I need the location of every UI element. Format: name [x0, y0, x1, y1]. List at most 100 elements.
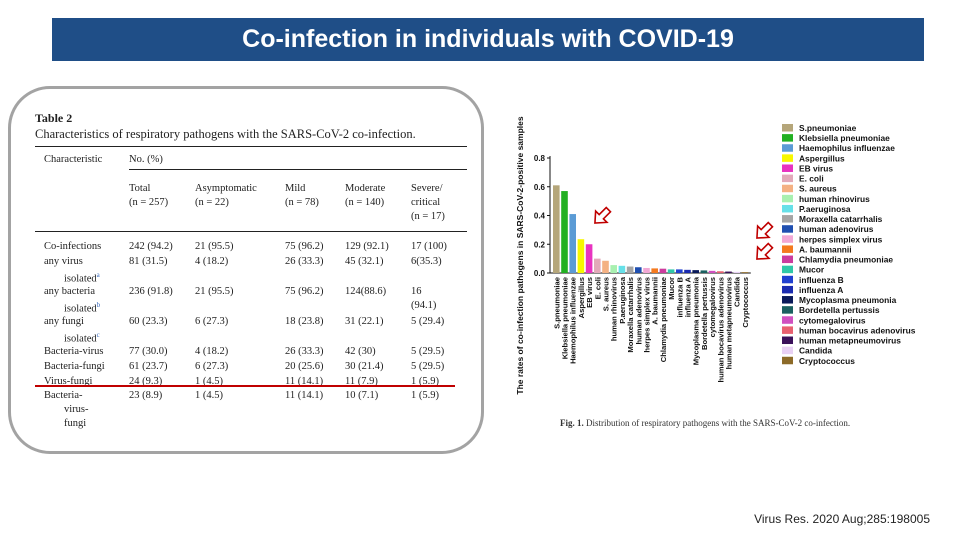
arrow-icon-shape: [756, 221, 774, 239]
header-sub-rule: [129, 169, 467, 170]
bar: [667, 269, 675, 273]
column-header-5-line2: critical: [411, 197, 441, 208]
legend-swatch: [782, 336, 793, 345]
legend-label: human metapneumovirus: [799, 336, 901, 346]
table-cell: 21 (95.5): [195, 241, 234, 252]
legend-label: EB virus: [799, 163, 833, 173]
table-cell: 242 (94.2): [129, 241, 173, 252]
legend-swatch: [782, 346, 793, 355]
bar: [553, 185, 560, 273]
legend-label: E. coli: [799, 174, 824, 184]
x-category-label: Haemophilus influenzae: [569, 277, 578, 364]
bar: [594, 258, 601, 273]
legend-swatch: [782, 296, 793, 304]
bar: [577, 239, 585, 273]
table-cell: 16: [411, 286, 422, 297]
table-cell: 11 (14.1): [285, 376, 324, 387]
legend-swatch: [782, 326, 793, 334]
legend-swatch: [782, 194, 793, 203]
bar: [700, 270, 708, 273]
legend-label: Haemophilus influenzae: [799, 143, 895, 153]
footnote-marker: a: [96, 271, 100, 279]
legend-swatch: [782, 285, 793, 294]
table-cell: 30 (21.4): [345, 361, 384, 372]
table-cell: 20 (25.6): [285, 361, 324, 372]
legend-swatch: [782, 356, 793, 365]
legend-swatch: [782, 265, 793, 274]
legend-label: Cryptococcus: [799, 356, 855, 366]
legend-swatch: [782, 144, 793, 152]
table-caption: Characteristics of respiratory pathogens…: [35, 127, 416, 141]
bar: [692, 270, 699, 273]
header-characteristic: Characteristic: [44, 154, 103, 165]
bar: [610, 265, 617, 273]
slide-title: Co-infection in individuals with COVID-1…: [52, 18, 924, 61]
legend-label: A. baumannii: [799, 244, 852, 254]
table-cell: 81 (31.5): [129, 256, 168, 267]
table-cell: 10 (7.1): [345, 390, 379, 401]
footnote-marker: c: [96, 331, 100, 339]
column-header-2-line1: Asymptomatic: [195, 183, 257, 194]
table-cell: 4 (18.2): [195, 346, 229, 357]
figure-caption: Fig. 1. Distribution of respiratory path…: [560, 418, 850, 428]
y-tick-label: 0.2: [534, 240, 546, 249]
bar: [717, 271, 724, 273]
arrow-icon-shape: [756, 242, 774, 260]
x-category-label: P.aeruginosa: [618, 276, 627, 323]
bar: [561, 191, 568, 273]
table-cell: 21 (95.5): [195, 286, 234, 297]
row-label: Bacteria-virus: [44, 346, 104, 357]
row-label: Bacteria-: [44, 390, 83, 401]
bar: [585, 244, 593, 273]
x-category-label: human rhinovirus: [610, 277, 619, 341]
legend-swatch: [782, 134, 793, 142]
legend-label: Mucor: [799, 265, 825, 275]
x-category-label: Aspergillus: [577, 277, 586, 318]
table-cell: 45 (32.1): [345, 256, 384, 267]
column-header-1-line2: (n = 257): [129, 197, 169, 208]
x-category-label: S. aureus: [602, 277, 611, 311]
legend-swatch: [782, 215, 793, 223]
x-category-label: E. coli: [593, 277, 602, 299]
table-cell: 5 (29.5): [411, 346, 445, 357]
x-category-label: Bordetella pertussis: [700, 277, 709, 350]
table-cell: 26 (33.3): [285, 256, 324, 267]
table-cell: 75 (96.2): [285, 286, 324, 297]
arrow-icon: [594, 206, 612, 224]
x-category-label: cytomegalovirus: [708, 277, 717, 337]
row-label-cont-text: isolated: [64, 303, 97, 315]
legend-label: cytomegalovirus: [799, 315, 866, 325]
arrow-icon-shape: [594, 206, 612, 224]
table-cell: 23 (8.9): [129, 390, 163, 401]
y-tick-label: 0.6: [534, 183, 546, 192]
x-category-label: Cryptococcus: [741, 277, 750, 328]
bar: [725, 271, 732, 273]
row-label: Virus-fungi: [44, 376, 93, 387]
row-label-cont: virus-: [64, 403, 89, 416]
row-label-cont: isolatedc: [64, 329, 100, 346]
legend-label: human bocavirus adenovirus: [799, 325, 916, 335]
legend-swatch: [782, 225, 793, 233]
table-cell: 18 (23.8): [285, 316, 324, 327]
table-cell: 77 (30.0): [129, 346, 168, 357]
table-cell: 26 (33.3): [285, 346, 324, 357]
x-category-label: influenza B: [675, 276, 684, 317]
table-cell: 42 (30): [345, 346, 376, 357]
x-category-label: Mucor: [667, 277, 676, 300]
row-label-cont2: fungi: [64, 418, 87, 429]
table-cell: 129 (92.1): [345, 241, 389, 252]
legend-label: Mycoplasma pneumonia: [799, 295, 897, 305]
bar: [676, 269, 683, 273]
legend-label: herpes simplex virus: [799, 234, 883, 244]
legend-label: Klebsiella pneumoniae: [799, 133, 890, 143]
y-tick-label: 0.0: [534, 269, 546, 278]
legend-label: Aspergillus: [799, 153, 845, 163]
row-label: any bacteria: [44, 286, 96, 297]
x-category-label: EB virus: [585, 277, 594, 308]
legend-label: human rhinovirus: [799, 194, 870, 204]
x-category-label: herpes simplex virus: [643, 277, 652, 353]
bar: [684, 269, 691, 273]
column-header-2-line2: (n = 22): [195, 197, 229, 208]
bar: [602, 260, 609, 273]
row-label: Bacteria-fungi: [44, 361, 105, 372]
